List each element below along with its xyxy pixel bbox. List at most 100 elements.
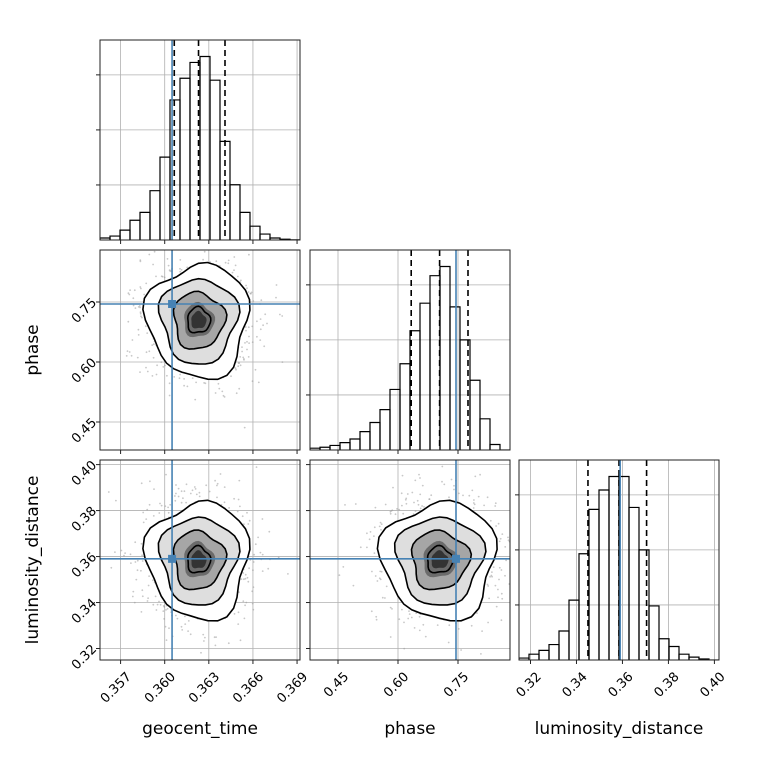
sample-point	[497, 588, 499, 591]
y-tick-label: 0.32	[69, 642, 100, 673]
sample-point	[152, 579, 154, 582]
sample-point	[155, 275, 157, 278]
sample-point	[151, 375, 154, 377]
sample-point	[215, 636, 218, 638]
sample-point	[515, 596, 517, 598]
sample-point	[216, 484, 218, 487]
sample-point	[224, 261, 227, 264]
contour-line	[157, 277, 241, 365]
sample-point	[243, 358, 245, 360]
sample-point	[516, 568, 518, 570]
sample-point	[148, 350, 151, 353]
histogram-bins	[310, 265, 510, 450]
sample-point	[237, 498, 240, 501]
contour-line	[426, 544, 455, 574]
sample-point	[140, 482, 143, 485]
sample-point	[379, 578, 382, 581]
sample-point	[474, 475, 477, 478]
sample-point	[448, 624, 451, 627]
sample-point	[481, 630, 483, 632]
sample-point	[124, 552, 126, 554]
sample-point	[488, 597, 490, 600]
sample-point	[512, 578, 514, 580]
sample-point	[507, 539, 510, 542]
contour-line	[186, 544, 212, 574]
sample-point	[237, 365, 240, 368]
sample-point	[419, 477, 421, 479]
sample-point	[453, 488, 455, 491]
sample-point	[244, 573, 247, 576]
sample-point	[403, 647, 406, 650]
sample-point	[139, 259, 142, 261]
sample-point	[149, 480, 151, 483]
sample-point	[421, 505, 423, 507]
sample-point	[145, 351, 148, 354]
sample-point	[130, 354, 133, 357]
sample-point	[533, 565, 535, 567]
sample-point	[419, 493, 422, 496]
histogram-bin	[389, 388, 401, 450]
sample-point	[146, 600, 149, 602]
sample-point	[193, 486, 196, 488]
sample-point	[487, 585, 490, 587]
x-tick-label: 0.369	[274, 670, 311, 707]
sample-point	[422, 623, 425, 626]
sample-point	[222, 394, 225, 397]
sample-point	[139, 306, 142, 309]
contour-line	[157, 516, 241, 606]
sample-point	[257, 536, 259, 539]
histogram-bin	[239, 211, 251, 240]
sample-point	[424, 635, 427, 638]
sample-point	[401, 608, 403, 611]
sample-point	[168, 627, 170, 630]
sample-point	[483, 504, 485, 507]
sample-point	[376, 580, 379, 582]
sample-point	[159, 603, 162, 606]
sample-point	[470, 624, 473, 627]
sample-point	[131, 339, 134, 341]
sample-point	[133, 601, 136, 604]
histogram-bin	[259, 233, 271, 240]
sample-point	[141, 560, 144, 562]
y-tick-label: 0.38	[69, 504, 100, 535]
sample-point	[491, 571, 493, 573]
sample-point	[134, 307, 137, 309]
sample-point	[180, 625, 183, 628]
histogram-bin	[129, 219, 141, 240]
sample-point	[414, 479, 417, 482]
sample-point	[141, 595, 144, 598]
sample-point	[287, 573, 289, 575]
sample-point	[230, 375, 232, 378]
truth-marker	[168, 554, 177, 563]
sample-point	[241, 350, 244, 353]
sample-point	[221, 390, 224, 393]
sample-point	[499, 537, 502, 540]
sample-point	[166, 607, 169, 610]
sample-point	[162, 366, 165, 368]
sample-point	[160, 361, 163, 364]
sample-point	[179, 259, 182, 261]
sample-point	[256, 335, 258, 338]
sample-point	[472, 502, 475, 504]
y-tick-label: 0.45	[69, 415, 100, 446]
sample-point	[520, 532, 522, 534]
sample-point	[238, 387, 241, 390]
x-tick-label: 0.366	[230, 670, 267, 707]
sample-point	[228, 507, 231, 509]
sample-point	[505, 559, 507, 562]
sample-point	[359, 546, 362, 549]
sample-point	[263, 345, 266, 348]
sample-point	[476, 612, 478, 614]
sample-point	[233, 497, 236, 500]
sample-point	[180, 269, 183, 271]
sample-point	[264, 313, 267, 316]
histogram-bin	[429, 275, 441, 450]
sample-point	[202, 633, 205, 636]
sample-point	[417, 503, 420, 506]
sample-point	[428, 498, 431, 500]
sample-point	[528, 597, 530, 599]
sample-point	[241, 515, 244, 518]
sample-point	[216, 482, 219, 485]
histogram-bin	[588, 508, 600, 660]
contour-line	[410, 529, 473, 591]
